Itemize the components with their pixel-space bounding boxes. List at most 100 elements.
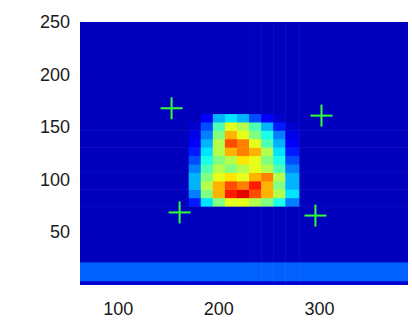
marker: [304, 205, 326, 227]
heat-cell: [299, 147, 408, 156]
heat-cell: [213, 206, 226, 262]
heat-cell: [249, 281, 262, 285]
heat-cell: [273, 181, 286, 190]
heat-cell: [80, 281, 189, 285]
heat-cell: [213, 262, 226, 281]
heat-cell: [273, 281, 286, 285]
heat-cell: [237, 206, 250, 262]
heat-cell: [273, 139, 286, 148]
heat-cell: [273, 206, 286, 262]
heat-cell: [213, 122, 226, 131]
heat-cell: [225, 262, 238, 281]
heat-cell: [237, 172, 250, 181]
heat-cell: [225, 164, 238, 173]
heat-cell: [213, 164, 226, 173]
heat-cell: [273, 22, 286, 114]
heat-cell: [213, 139, 226, 148]
heat-cell: [285, 206, 300, 262]
heat-cell: [201, 172, 214, 181]
heat-cell: [189, 181, 202, 190]
heat-cell: [249, 122, 262, 131]
heat-cell: [225, 114, 238, 123]
heat-cell: [261, 130, 274, 139]
plot-area: [80, 22, 408, 285]
heat-cell: [189, 22, 202, 114]
heat-cell: [201, 181, 214, 190]
heat-cell: [189, 130, 202, 139]
heat-cell: [237, 156, 250, 165]
heat-cell: [273, 198, 286, 207]
heat-cell: [237, 189, 250, 198]
heat-cell: [285, 114, 300, 123]
heat-cell: [201, 164, 214, 173]
heat-cell: [299, 281, 408, 285]
heat-cell: [225, 181, 238, 190]
heat-cell: [249, 139, 262, 148]
y-tick-label: 150: [40, 117, 70, 137]
heat-cell: [249, 156, 262, 165]
heat-cell: [237, 114, 250, 123]
y-tick: [80, 179, 83, 180]
heat-cell: [213, 198, 226, 207]
heat-cell: [261, 156, 274, 165]
x-tick-label: 100: [103, 299, 133, 319]
heat-cell: [299, 262, 408, 281]
heat-cell: [285, 164, 300, 173]
heat-cell: [225, 156, 238, 165]
heat-cell: [201, 189, 214, 198]
heat-cell: [80, 198, 189, 207]
heat-cell: [80, 130, 189, 139]
heat-cell: [225, 139, 238, 148]
heat-cell: [80, 181, 189, 190]
heat-cell: [189, 147, 202, 156]
heat-cell: [237, 139, 250, 148]
heat-cell: [249, 164, 262, 173]
heat-cell: [249, 147, 262, 156]
heat-cell: [261, 164, 274, 173]
x-tick-label: 300: [304, 299, 334, 319]
heat-cell: [273, 122, 286, 131]
heat-cell: [213, 156, 226, 165]
marker: [310, 105, 332, 127]
heat-cell: [189, 281, 202, 285]
heat-cell: [201, 156, 214, 165]
heat-cell: [80, 22, 189, 114]
heat-cell: [80, 147, 189, 156]
y-tick: [80, 74, 83, 75]
heat-cell: [261, 206, 274, 262]
heat-cell: [273, 156, 286, 165]
heat-cell: [273, 172, 286, 181]
heat-cell: [237, 147, 250, 156]
heat-cell: [261, 281, 274, 285]
heat-cell: [237, 262, 250, 281]
heat-cell: [201, 22, 214, 114]
x-tick: [218, 282, 219, 285]
heat-cell: [201, 262, 214, 281]
heat-cell: [237, 181, 250, 190]
heat-cell: [299, 189, 408, 198]
heat-cell: [299, 130, 408, 139]
heat-cell: [80, 156, 189, 165]
heat-cell: [261, 122, 274, 131]
heat-cell: [299, 156, 408, 165]
heat-cell: [80, 122, 189, 131]
y-tick: [80, 232, 83, 233]
heat-cell: [237, 122, 250, 131]
heat-cell: [225, 22, 238, 114]
heat-cell: [249, 172, 262, 181]
heat-cell: [261, 181, 274, 190]
heat-cell: [261, 198, 274, 207]
heat-cell: [201, 198, 214, 207]
heat-cell: [189, 139, 202, 148]
heat-cell: [225, 130, 238, 139]
heat-cell: [213, 147, 226, 156]
heat-cell: [80, 164, 189, 173]
heat-cell: [261, 139, 274, 148]
heat-cell: [80, 262, 189, 281]
heat-cell: [80, 189, 189, 198]
heat-cell: [213, 130, 226, 139]
heat-cell: [299, 139, 408, 148]
heat-cell: [201, 139, 214, 148]
heat-cell: [285, 147, 300, 156]
heat-cell: [249, 206, 262, 262]
